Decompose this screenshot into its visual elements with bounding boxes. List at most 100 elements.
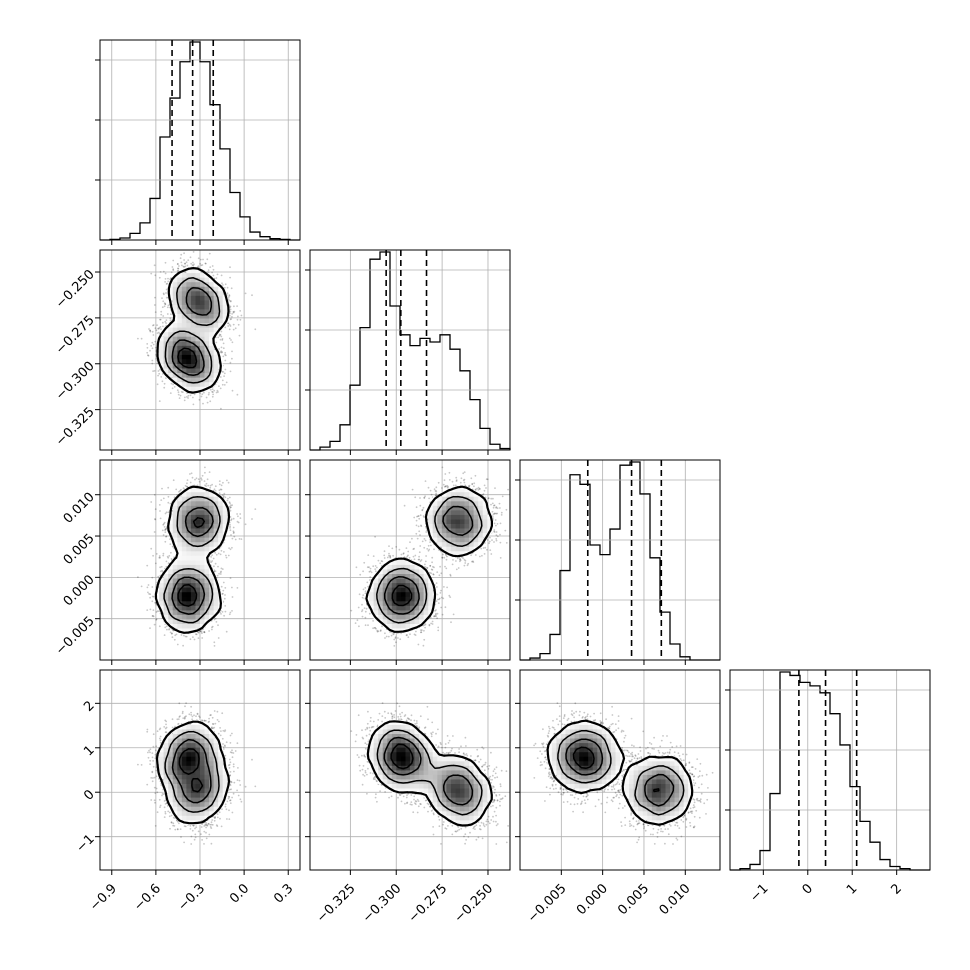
scatter-point	[156, 383, 159, 386]
density-cell	[204, 363, 210, 369]
scatter-point	[187, 394, 190, 397]
density-cell	[190, 277, 196, 283]
density-cell	[177, 313, 183, 319]
density-cell	[172, 377, 178, 383]
density-cell	[200, 350, 205, 355]
scatter-point	[215, 391, 218, 394]
density-cell	[159, 336, 164, 342]
scatter-point	[158, 331, 160, 334]
scatter-point	[217, 391, 219, 393]
scatter-point	[222, 342, 225, 345]
density-cell	[177, 381, 183, 387]
scatter-point	[159, 318, 162, 321]
density-cell	[209, 327, 214, 333]
density-cell	[172, 304, 178, 310]
scatter-point	[228, 299, 231, 302]
scatter-point	[152, 324, 155, 326]
scatter-point	[162, 292, 165, 295]
density-cell	[200, 304, 205, 310]
density-cell	[213, 350, 219, 355]
scatter-point	[149, 349, 151, 352]
density-cell	[177, 272, 183, 278]
density-cell	[177, 327, 183, 333]
scatter-point	[215, 341, 218, 344]
density-cell	[177, 340, 183, 346]
density-cell	[209, 290, 214, 296]
scatter-point	[229, 300, 232, 303]
density-cell	[204, 359, 210, 364]
scatter-point	[159, 318, 161, 321]
scatter-point	[229, 361, 232, 364]
scatter-point	[193, 393, 196, 396]
density-cell	[172, 300, 178, 305]
scatter-point	[219, 338, 222, 341]
scatter-point	[155, 329, 158, 332]
y-tick-label: −0.325	[53, 405, 98, 450]
scatter-point	[140, 337, 143, 340]
density-cell	[186, 295, 192, 301]
scatter-point	[211, 271, 214, 274]
density-cell	[200, 281, 205, 287]
density-cell	[186, 340, 192, 346]
density-cell	[172, 281, 178, 287]
scatter-point	[163, 293, 165, 296]
scatter-point	[178, 265, 180, 267]
scatter-point	[211, 390, 214, 393]
density-cell	[209, 381, 214, 387]
contour-line	[156, 267, 230, 394]
density-cell	[172, 345, 178, 351]
density-cell	[213, 368, 219, 374]
histogram-step	[310, 251, 511, 451]
scatter-point	[231, 389, 234, 392]
density-cell	[222, 304, 228, 310]
scatter-point	[234, 327, 237, 330]
density-cell	[190, 359, 196, 364]
scatter-point	[165, 292, 167, 294]
density-cell	[195, 309, 201, 314]
scatter-point	[150, 345, 153, 347]
scatter-point	[193, 263, 195, 266]
density-cell	[172, 359, 178, 364]
scatter-point	[160, 376, 163, 378]
density-cell	[181, 318, 187, 324]
scatter-point	[222, 347, 225, 350]
scatter-point	[184, 262, 186, 265]
scatter-point	[158, 372, 161, 375]
scatter-point	[232, 323, 235, 326]
density-cell	[195, 281, 201, 287]
density-cell	[177, 345, 183, 351]
scatter-point	[212, 391, 214, 393]
scatter-point	[167, 277, 169, 280]
scatter-point	[167, 304, 170, 307]
scatter-point	[137, 337, 139, 340]
density-cell	[209, 345, 214, 351]
scatter-point	[206, 258, 209, 261]
density-cell	[186, 318, 192, 324]
density-cell	[195, 377, 201, 383]
density-cell	[209, 281, 214, 287]
scatter-point	[176, 263, 179, 265]
scatter-point	[149, 329, 152, 332]
histogram-1-frame	[309, 249, 511, 451]
scatter-point	[220, 350, 223, 353]
scatter-point	[155, 619, 158, 621]
density-cell	[177, 331, 183, 337]
density-cell	[213, 327, 219, 333]
x-tick-label: −1	[747, 881, 771, 905]
scatter-point	[215, 277, 218, 279]
scatter-point	[189, 394, 192, 397]
density-cell	[172, 331, 178, 337]
density-cell	[218, 290, 224, 296]
density-cell	[190, 286, 196, 292]
scatter-point	[162, 373, 164, 375]
scatter-point	[220, 351, 223, 354]
scatter-point	[229, 310, 232, 313]
density-cell	[186, 363, 192, 369]
scatter-point	[216, 389, 219, 392]
density-cell	[213, 309, 219, 314]
density-cell	[186, 281, 192, 287]
density-cell	[195, 372, 201, 378]
histogram-step	[520, 461, 720, 661]
scatter-point	[160, 328, 162, 330]
density-cell	[159, 350, 164, 355]
